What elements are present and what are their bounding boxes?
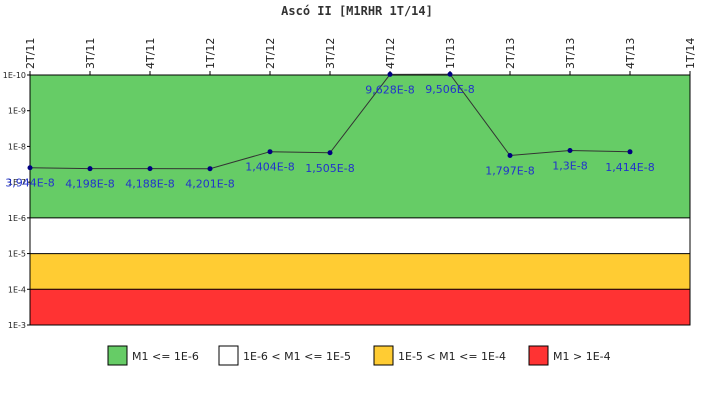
data-series: [27, 71, 633, 172]
legend-label: M1 <= 1E-6: [132, 350, 199, 363]
band-2: [30, 217, 690, 254]
x-tick-label: 1T/12: [204, 38, 217, 69]
data-label: 3,944E-8: [5, 177, 54, 190]
plot-border: [29, 74, 691, 326]
x-tick-label: 3T/11: [84, 38, 97, 69]
x-tick-label: 1T/13: [444, 38, 457, 69]
data-labels: 3,944E-8 4,198E-8 4,188E-8 4,201E-8 1,404E-8…: [5, 83, 654, 190]
data-point: [507, 153, 513, 159]
x-tick-label: 3T/12: [324, 38, 337, 69]
data-point: [27, 165, 33, 171]
y-tick-label: 1E-8: [8, 142, 26, 151]
x-tick-label: 2T/13: [504, 38, 517, 69]
data-point: [627, 149, 633, 155]
y-tick-label: 1E-9: [8, 107, 26, 116]
x-tick-label: 4T/13: [624, 38, 637, 69]
data-label: 4,201E-8: [185, 178, 234, 191]
legend-label: M1 > 1E-4: [553, 350, 611, 363]
legend-swatch: [107, 345, 128, 366]
x-axis-ticks: 2T/11 3T/11 4T/11 1T/12 2T/12 3T/12 4T/12 1T/13…: [24, 38, 697, 75]
data-label: 1,797E-8: [485, 165, 534, 178]
legend-swatch: [373, 345, 394, 366]
data-label: 1,404E-8: [245, 161, 294, 174]
y-tick-label: 1E-3: [8, 321, 26, 330]
band-4: [30, 289, 690, 325]
x-tick-label: 2T/12: [264, 38, 277, 69]
data-point: [387, 71, 393, 77]
data-point: [147, 166, 153, 172]
y-axis-ticks: 1E-10 1E-9 1E-8 1E-7 1E-6 1E-5 1E-4 1E-3: [3, 71, 30, 330]
data-label: 1,505E-8: [305, 162, 354, 175]
legend-label: 1E-6 < M1 <= 1E-5: [243, 350, 351, 363]
data-point: [87, 166, 93, 172]
data-point: [267, 149, 273, 155]
band-3: [30, 253, 690, 290]
data-point: [447, 71, 453, 77]
y-tick-label: 1E-5: [8, 250, 26, 259]
y-tick-label: 1E-4: [8, 285, 26, 294]
x-tick-label: 4T/11: [144, 38, 157, 69]
data-label: 4,188E-8: [125, 178, 174, 191]
legend: M1 <= 1E-6 1E-6 < M1 <= 1E-5 1E-5 < M1 <= …: [107, 345, 611, 366]
x-tick-label: 3T/13: [564, 38, 577, 69]
data-label: 1,414E-8: [605, 161, 654, 174]
data-point: [567, 147, 573, 153]
x-tick-label: 2T/11: [24, 38, 37, 69]
y-tick-label: 1E-10: [3, 71, 26, 80]
x-tick-label: 1T/14: [684, 38, 697, 69]
plot-frame: [29, 74, 691, 326]
legend-swatch: [528, 345, 549, 366]
data-label: 4,198E-8: [65, 178, 114, 191]
legend-label: 1E-5 < M1 <= 1E-4: [398, 350, 506, 363]
y-tick-label: 1E-7: [8, 178, 26, 187]
data-point: [327, 150, 333, 156]
y-tick-label: 1E-6: [8, 214, 26, 223]
data-label: 1,3E-8: [552, 159, 587, 172]
data-point: [207, 166, 213, 172]
legend-swatch: [218, 345, 239, 366]
band-1: [30, 75, 690, 218]
data-label: 9,506E-8: [425, 83, 474, 96]
threshold-bands: [30, 75, 690, 325]
chart-title: Ascó II [M1RHR 1T/14]: [281, 4, 433, 18]
data-label: 9,628E-8: [365, 83, 414, 96]
x-tick-label: 4T/12: [384, 38, 397, 69]
